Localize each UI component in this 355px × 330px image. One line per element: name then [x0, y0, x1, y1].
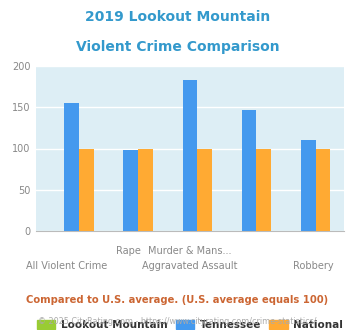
Text: Robbery: Robbery	[293, 261, 334, 271]
Bar	[301, 140, 316, 231]
Bar	[124, 150, 138, 231]
Bar	[182, 80, 197, 231]
Text: Compared to U.S. average. (U.S. average equals 100): Compared to U.S. average. (U.S. average …	[26, 295, 329, 305]
Bar	[138, 148, 153, 231]
Text: Violent Crime Comparison: Violent Crime Comparison	[76, 40, 279, 53]
Bar	[64, 103, 79, 231]
Text: Aggravated Assault: Aggravated Assault	[142, 261, 238, 271]
Text: Rape: Rape	[116, 246, 141, 256]
Text: © 2025 CityRating.com - https://www.cityrating.com/crime-statistics/: © 2025 CityRating.com - https://www.city…	[38, 317, 317, 326]
Bar	[79, 148, 94, 231]
Bar	[256, 148, 271, 231]
Legend: Lookout Mountain, Tennessee, National: Lookout Mountain, Tennessee, National	[33, 315, 347, 330]
Text: All Violent Crime: All Violent Crime	[26, 261, 107, 271]
Text: Murder & Mans...: Murder & Mans...	[148, 246, 232, 256]
Bar	[242, 110, 256, 231]
Bar	[316, 148, 330, 231]
Text: 2019 Lookout Mountain: 2019 Lookout Mountain	[85, 10, 270, 24]
Bar	[197, 148, 212, 231]
